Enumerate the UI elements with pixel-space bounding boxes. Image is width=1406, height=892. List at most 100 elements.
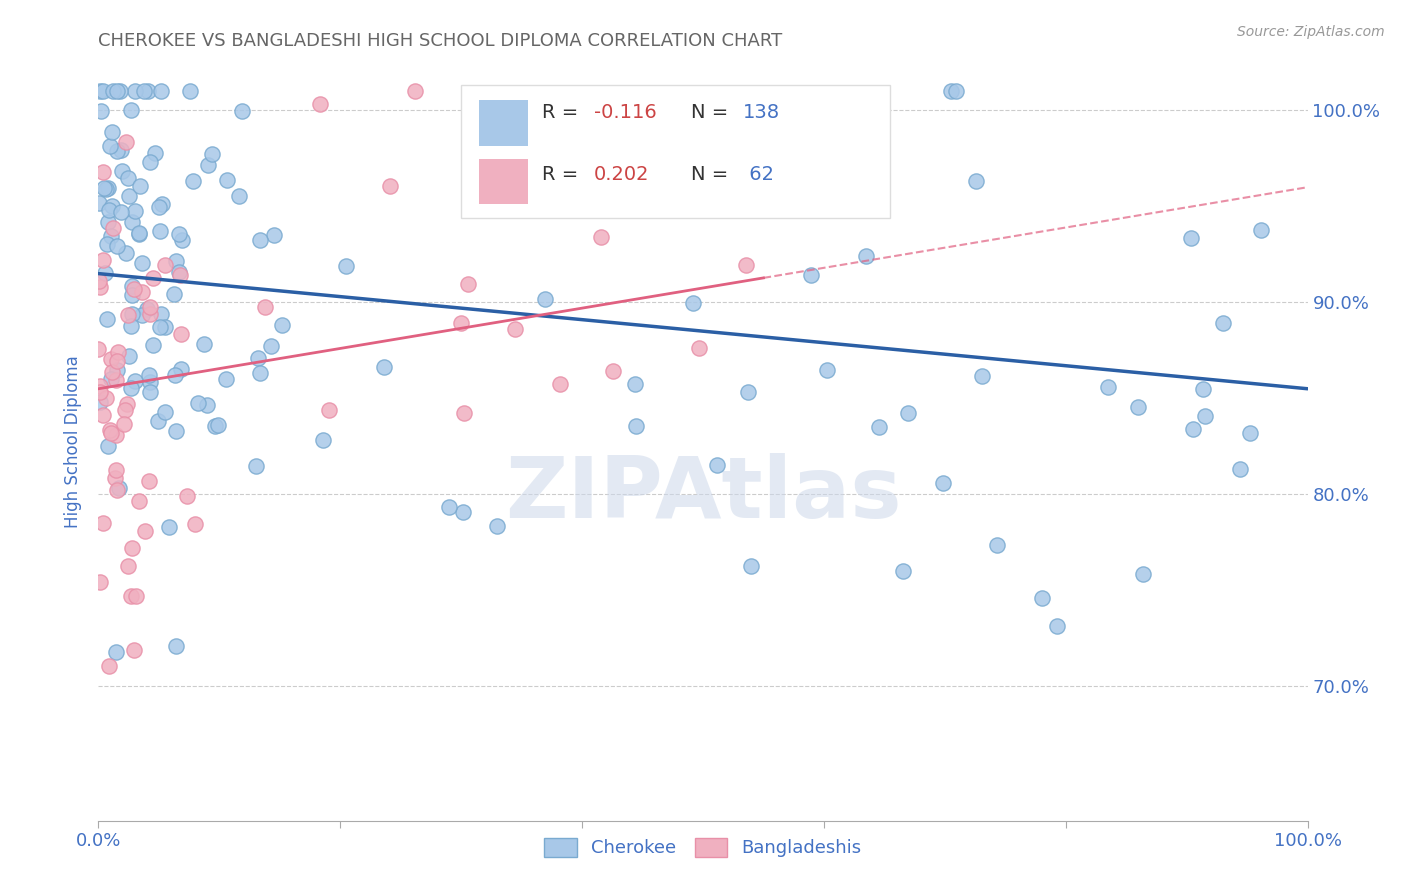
Point	[815, 362, 838, 376]
Point	[100, 365, 122, 379]
Point	[228, 188, 250, 202]
Point	[318, 403, 340, 417]
Point	[965, 174, 987, 188]
Point	[139, 308, 162, 322]
Point	[263, 227, 285, 242]
Text: R =: R =	[543, 165, 585, 184]
Point	[149, 224, 172, 238]
Point	[706, 458, 728, 472]
Point	[148, 414, 170, 428]
Point	[136, 84, 159, 98]
Point	[91, 516, 114, 530]
Point	[114, 402, 136, 417]
Point	[105, 483, 128, 497]
Point	[437, 500, 460, 515]
Point	[939, 84, 962, 98]
Point	[1250, 223, 1272, 237]
Point	[120, 590, 142, 604]
Point	[111, 164, 134, 178]
FancyBboxPatch shape	[479, 101, 527, 145]
Point	[104, 471, 127, 485]
Point	[139, 300, 162, 314]
Point	[740, 558, 762, 573]
Point	[117, 309, 139, 323]
Point	[309, 97, 332, 112]
Point	[163, 368, 186, 382]
Point	[167, 227, 190, 241]
Point	[373, 360, 395, 375]
Point	[1212, 316, 1234, 330]
Point	[101, 84, 124, 98]
Point	[602, 364, 624, 378]
Point	[215, 372, 238, 386]
Point	[170, 362, 193, 376]
Point	[131, 308, 153, 322]
Point	[121, 541, 143, 555]
Point	[138, 385, 160, 400]
Point	[169, 268, 191, 282]
Point	[538, 154, 561, 169]
Point	[1097, 380, 1119, 394]
Legend: Cherokee, Bangladeshis: Cherokee, Bangladeshis	[537, 830, 869, 864]
Point	[1192, 382, 1215, 396]
Point	[688, 342, 710, 356]
Point	[107, 145, 129, 159]
Point	[121, 307, 143, 321]
Point	[118, 349, 141, 363]
Point	[153, 258, 176, 272]
Point	[117, 170, 139, 185]
Point	[96, 182, 118, 196]
Point	[122, 642, 145, 657]
Point	[118, 189, 141, 203]
Point	[163, 287, 186, 301]
Point	[548, 377, 571, 392]
Point	[734, 258, 756, 272]
Point	[89, 84, 111, 98]
Point	[131, 285, 153, 300]
Point	[710, 149, 733, 163]
Point	[89, 274, 111, 288]
Point	[110, 143, 132, 157]
Point	[207, 417, 229, 432]
Point	[245, 458, 267, 473]
Point	[503, 322, 526, 336]
Point	[142, 338, 165, 352]
Point	[249, 233, 271, 247]
Point	[108, 481, 131, 495]
Y-axis label: High School Diploma: High School Diploma	[65, 355, 83, 528]
Point	[108, 84, 131, 98]
Text: ZIPAtlas: ZIPAtlas	[505, 453, 901, 536]
Point	[100, 352, 122, 367]
Point	[97, 658, 120, 673]
Point	[201, 146, 224, 161]
Point	[89, 279, 111, 293]
Point	[165, 639, 187, 653]
Point	[105, 373, 128, 387]
Point	[91, 84, 114, 98]
Point	[104, 463, 127, 477]
Point	[624, 419, 647, 434]
Point	[125, 590, 148, 604]
Point	[231, 103, 253, 118]
Text: CHEROKEE VS BANGLADESHI HIGH SCHOOL DIPLOMA CORRELATION CHART: CHEROKEE VS BANGLADESHI HIGH SCHOOL DIPL…	[98, 32, 783, 50]
Point	[121, 278, 143, 293]
Point	[128, 227, 150, 241]
Point	[1180, 230, 1202, 244]
Point	[101, 199, 124, 213]
Point	[972, 369, 994, 384]
Point	[115, 135, 138, 149]
Point	[150, 307, 173, 321]
Point	[312, 433, 335, 447]
Point	[98, 203, 121, 218]
Point	[1229, 462, 1251, 476]
Point	[197, 158, 219, 172]
Point	[148, 319, 170, 334]
Point	[100, 372, 122, 386]
Point	[120, 381, 142, 395]
Point	[1046, 619, 1069, 633]
Point	[96, 391, 118, 405]
Point	[486, 518, 509, 533]
Point	[1239, 425, 1261, 440]
Point	[105, 84, 128, 98]
Point	[682, 296, 704, 310]
